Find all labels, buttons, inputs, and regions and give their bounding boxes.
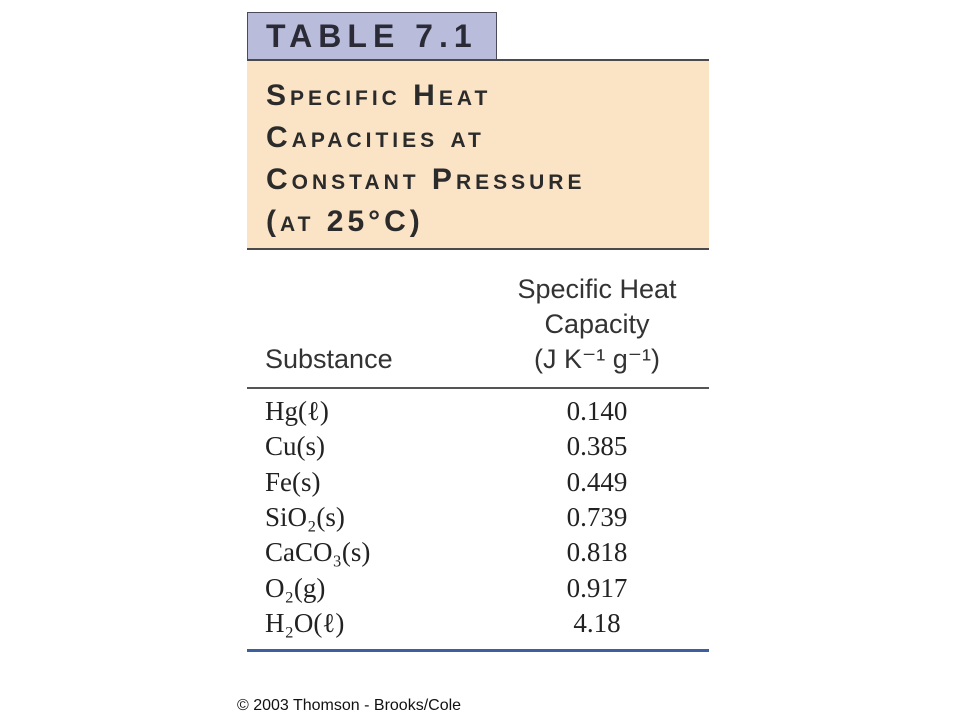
column-header: Specific Heat	[517, 274, 677, 304]
substance-cell: Hg(ℓ)	[265, 396, 329, 426]
title-panel	[247, 59, 709, 250]
value-cell: 0.449	[566, 466, 628, 497]
title-line: Specific Heat	[266, 79, 492, 112]
value-cell: 4.18	[573, 607, 621, 638]
substance-cell: SiO₂(s)	[265, 501, 345, 532]
value-cell: 0.385	[566, 431, 628, 462]
column-header: Capacity	[544, 309, 650, 339]
title-line: (at 25°C)	[266, 205, 424, 238]
substance-cell: H₂O(ℓ)	[265, 607, 345, 638]
column-header: (J K⁻¹ g⁻¹)	[534, 344, 660, 374]
column-header: Substance	[265, 344, 393, 374]
substance-cell: Fe(s)	[265, 466, 321, 497]
title-line: Constant Pressure	[266, 163, 586, 196]
substance-cell: O₂(g)	[265, 572, 326, 603]
substance-cell: Cu(s)	[265, 431, 325, 462]
table-label: TABLE 7.1	[266, 18, 478, 54]
copyright: © 2003 Thomson - Brooks/Cole	[237, 697, 462, 714]
title-line: Capacities at	[266, 121, 485, 154]
value-cell: 0.739	[566, 501, 628, 532]
value-cell: 0.140	[566, 396, 628, 426]
header-rule	[247, 387, 709, 389]
value-cell: 0.818	[566, 537, 628, 568]
bottom-rule	[247, 649, 709, 652]
value-cell: 0.917	[566, 572, 628, 603]
substance-cell: CaCO₃(s)	[265, 537, 371, 568]
label-tab	[247, 12, 497, 59]
